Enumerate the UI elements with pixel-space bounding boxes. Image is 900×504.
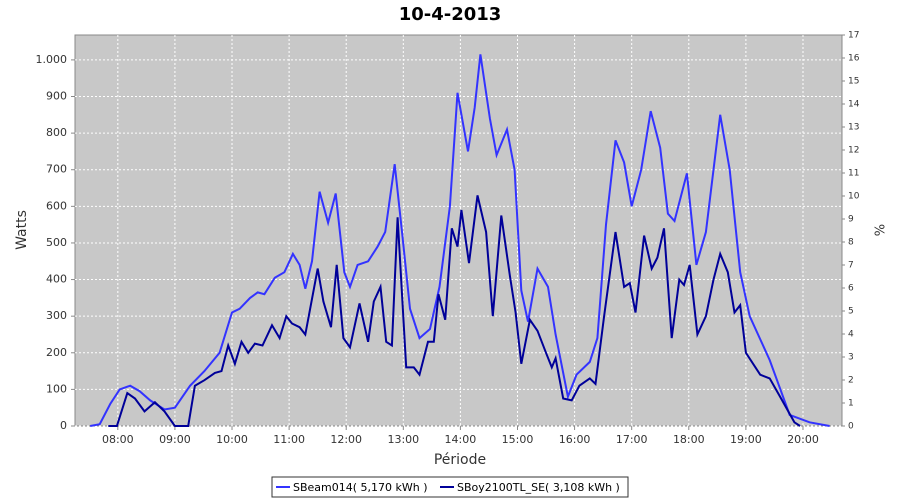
x-tick-label: 13:00	[387, 433, 419, 446]
y-tick-label: 0	[60, 419, 67, 432]
x-tick-label: 09:00	[159, 433, 191, 446]
y2-tick-label: 16	[848, 54, 860, 64]
y2-tick-label: 17	[848, 31, 859, 41]
y2-tick-label: 10	[848, 192, 860, 202]
y2-tick-label: 2	[848, 376, 854, 386]
y-tick-label: 300	[46, 309, 67, 322]
y-tick-label: 600	[46, 199, 67, 212]
y-tick-label: 900	[46, 90, 67, 103]
y2-tick-label: 8	[848, 238, 854, 248]
y2-tick-label: 13	[848, 123, 859, 133]
legend-label: SBoy2100TL_SE( 3,108 kWh )	[457, 481, 620, 494]
y2-tick-label: 12	[848, 146, 859, 156]
y-tick-label: 700	[46, 163, 67, 176]
x-tick-label: 08:00	[102, 433, 134, 446]
x-tick-label: 19:00	[730, 433, 762, 446]
x-tick-label: 16:00	[559, 433, 591, 446]
y2-tick-label: 7	[848, 261, 854, 271]
y-tick-label: 400	[46, 273, 67, 286]
x-tick-label: 20:00	[787, 433, 819, 446]
y2-tick-label: 15	[848, 77, 859, 87]
y2-tick-label: 4	[848, 330, 854, 340]
x-tick-label: 12:00	[330, 433, 362, 446]
y-tick-label: 1.000	[36, 53, 68, 66]
series-line	[108, 195, 801, 427]
y2-tick-label: 9	[848, 215, 854, 225]
x-tick-label: 15:00	[502, 433, 534, 446]
legend-label: SBeam014( 5,170 kWh )	[293, 481, 428, 494]
y-tick-label: 100	[46, 382, 67, 395]
chart-title: 10-4-2013	[399, 4, 502, 25]
x-tick-label: 14:00	[445, 433, 477, 446]
y-tick-label: 500	[46, 236, 67, 249]
y2-axis-label: %	[874, 224, 889, 236]
y2-tick-label: 1	[848, 399, 854, 409]
y-axis-label: Watts	[14, 210, 30, 250]
y2-tick-label: 11	[848, 169, 859, 179]
y-tick-label: 800	[46, 126, 67, 139]
series-line	[90, 54, 830, 427]
y2-tick-label: 6	[848, 284, 854, 294]
y2-tick-label: 5	[848, 307, 854, 317]
y-tick-label: 200	[46, 346, 67, 359]
y2-tick-label: 14	[848, 100, 860, 110]
x-tick-label: 10:00	[216, 433, 248, 446]
x-tick-label: 18:00	[673, 433, 705, 446]
x-tick-label: 17:00	[616, 433, 648, 446]
x-tick-label: 11:00	[273, 433, 305, 446]
x-axis-label: Période	[434, 452, 486, 468]
y2-tick-label: 3	[848, 353, 854, 363]
y2-tick-label: 0	[848, 422, 854, 432]
